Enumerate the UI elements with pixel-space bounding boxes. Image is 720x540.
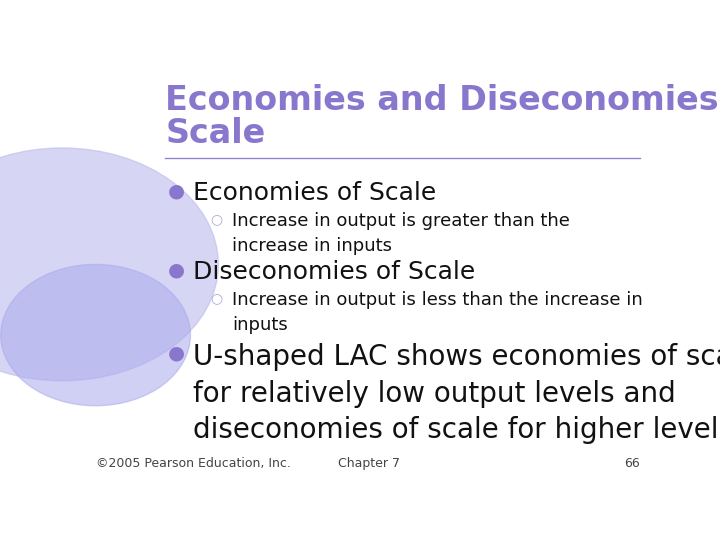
Text: Economies of Scale: Economies of Scale	[193, 181, 436, 205]
Text: ●: ●	[168, 181, 185, 200]
Text: Diseconomies of Scale: Diseconomies of Scale	[193, 260, 475, 284]
Text: ●: ●	[168, 260, 185, 279]
Circle shape	[0, 148, 218, 381]
Text: ©2005 Pearson Education, Inc.: ©2005 Pearson Education, Inc.	[96, 457, 290, 470]
Text: ○: ○	[210, 212, 222, 226]
Text: ○: ○	[210, 292, 222, 306]
Text: Increase in output is less than the increase in
inputs: Increase in output is less than the incr…	[233, 292, 643, 334]
Text: Chapter 7: Chapter 7	[338, 457, 400, 470]
Text: Scale: Scale	[166, 117, 266, 150]
Text: Increase in output is greater than the
increase in inputs: Increase in output is greater than the i…	[233, 212, 570, 255]
Text: Economies and Diseconomies of: Economies and Diseconomies of	[166, 84, 720, 117]
Text: U-shaped LAC shows economies of scale
for relatively low output levels and
disec: U-shaped LAC shows economies of scale fo…	[193, 343, 720, 444]
Text: 66: 66	[624, 457, 639, 470]
Text: ●: ●	[168, 343, 185, 362]
Circle shape	[1, 265, 190, 406]
